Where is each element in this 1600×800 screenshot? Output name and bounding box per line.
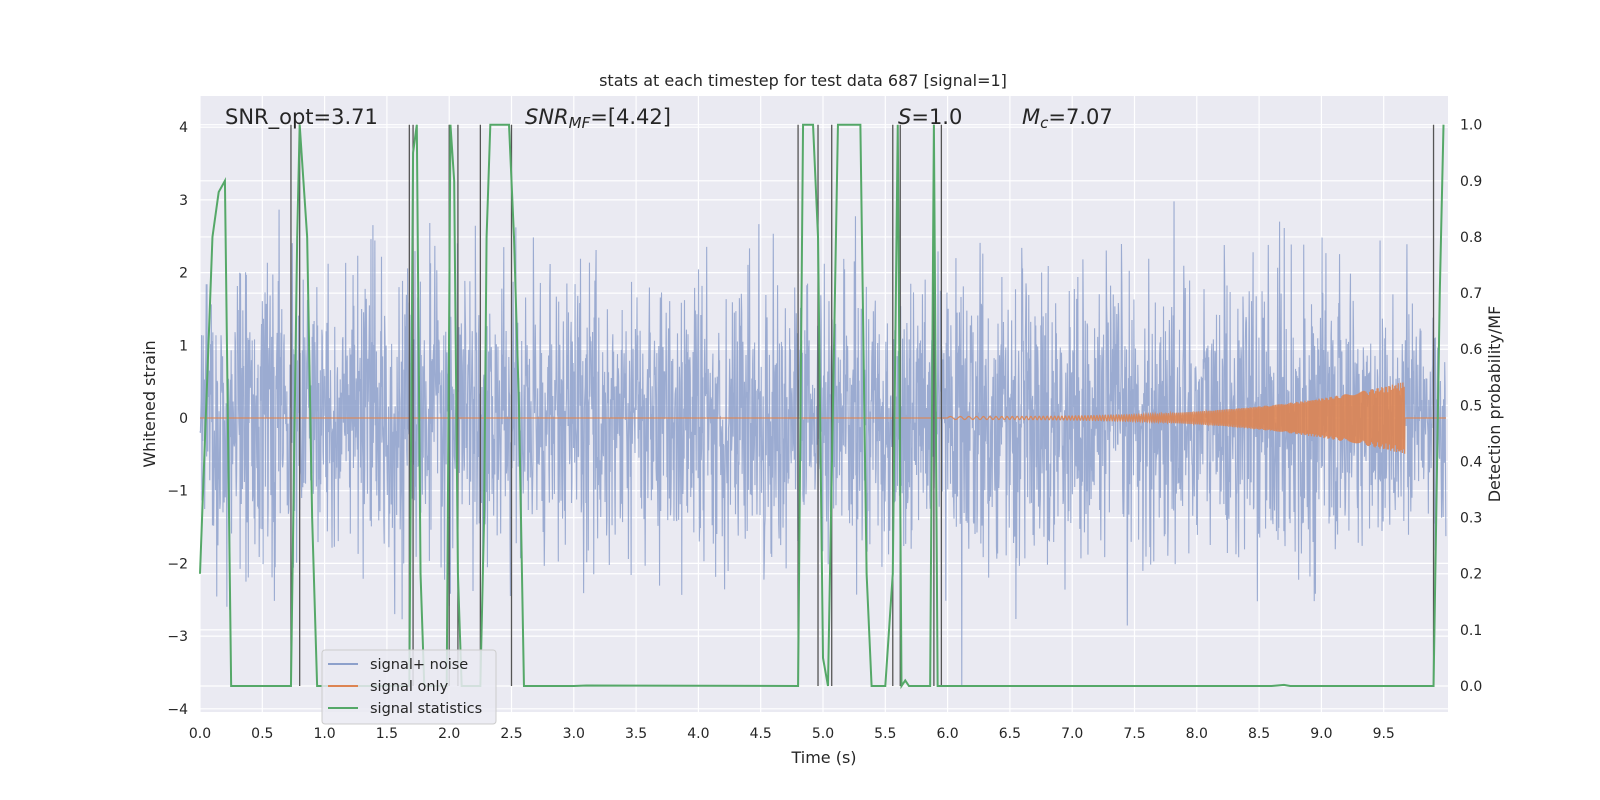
annotation-snr-mf-var: SNR bbox=[525, 105, 569, 129]
y-tick-label-left: −4 bbox=[167, 702, 188, 718]
x-tick-label: 6.0 bbox=[936, 726, 958, 742]
x-tick-label: 5.0 bbox=[812, 726, 834, 742]
annotation-s: S=1.0 bbox=[898, 105, 962, 129]
annotation-snr-opt: SNR_opt=3.71 bbox=[225, 105, 378, 130]
x-tick-label: 5.5 bbox=[874, 726, 896, 742]
right-axis-ticks: 1.0 0.9 0.8 0.7 0.6 0.5 0.4 0.3 0.2 0.1 0.0 bbox=[1460, 118, 1482, 695]
x-tick-label: 6.5 bbox=[999, 726, 1021, 742]
x-tick-label: 8.0 bbox=[1186, 726, 1208, 742]
annotation-mc-val: =7.07 bbox=[1048, 105, 1112, 129]
left-axis-ticks: 4 3 2 1 0 −1 −2 −3 −4 bbox=[167, 120, 188, 718]
x-tick-label: 1.0 bbox=[313, 726, 335, 742]
y-tick-label-left: 1 bbox=[179, 338, 188, 354]
legend: signal+ noise signal only signal statist… bbox=[321, 649, 497, 725]
x-tick-label: 7.0 bbox=[1061, 726, 1083, 742]
y-tick-label-left: −2 bbox=[167, 556, 188, 572]
y-tick-label-left: 4 bbox=[179, 120, 188, 136]
annotation-s-val: =1.0 bbox=[911, 105, 962, 129]
y-tick-label-right: 1.0 bbox=[1460, 118, 1482, 134]
x-tick-label: 4.5 bbox=[750, 726, 772, 742]
series-signal-noise bbox=[199, 201, 1447, 687]
y-tick-label-left: −1 bbox=[167, 484, 188, 500]
series-signal-statistics bbox=[199, 123, 1445, 690]
legend-label-signal-noise: signal+ noise bbox=[370, 657, 468, 673]
y-tick-label-right: 0.1 bbox=[1460, 623, 1482, 639]
legend-label-signal-statistics: signal statistics bbox=[370, 701, 482, 717]
series-signal-only bbox=[200, 382, 1446, 454]
annotation-mc: Mc=7.07 bbox=[1022, 105, 1113, 132]
chart-title: stats at each timestep for test data 687… bbox=[599, 71, 1007, 90]
y-tick-label-right: 0.0 bbox=[1460, 679, 1482, 695]
y-tick-label-right: 0.5 bbox=[1460, 398, 1482, 414]
noise-line bbox=[199, 201, 1447, 687]
y-axis-label-right: Detection probability/MF bbox=[1485, 306, 1504, 503]
y-tick-label-right: 0.4 bbox=[1460, 454, 1482, 470]
x-tick-label: 3.0 bbox=[563, 726, 585, 742]
y-tick-label-right: 0.9 bbox=[1460, 174, 1482, 190]
x-tick-label: 2.5 bbox=[500, 726, 522, 742]
x-tick-label: 9.0 bbox=[1310, 726, 1332, 742]
legend-label-signal-only: signal only bbox=[370, 679, 449, 695]
y-tick-label-left: 2 bbox=[179, 266, 188, 282]
annotation-snr-mf-val: =[4.42] bbox=[590, 105, 671, 129]
legend-box bbox=[321, 649, 497, 725]
y-tick-label-left: 3 bbox=[179, 193, 188, 209]
statistics-line bbox=[199, 123, 1445, 690]
annotation-snr-mf: SNRMF=[4.42] bbox=[525, 105, 671, 132]
y-tick-label-right: 0.3 bbox=[1460, 511, 1482, 527]
x-tick-label: 3.5 bbox=[625, 726, 647, 742]
x-tick-label: 1.5 bbox=[376, 726, 398, 742]
y-axis-label-left: Whitened strain bbox=[140, 340, 159, 467]
annotation-s-var: S bbox=[898, 105, 911, 129]
y-tick-label-right: 0.6 bbox=[1460, 342, 1482, 358]
x-tick-label: 7.5 bbox=[1123, 726, 1145, 742]
y-tick-label-left: 0 bbox=[179, 411, 188, 427]
x-tick-label: 9.5 bbox=[1373, 726, 1395, 742]
annotation-snr-mf-sub: MF bbox=[569, 114, 591, 132]
x-axis-label: Time (s) bbox=[790, 748, 856, 767]
x-tick-label: 0.0 bbox=[189, 726, 211, 742]
annotation-mc-sub: c bbox=[1040, 114, 1049, 132]
y-tick-label-left: −3 bbox=[167, 629, 188, 645]
x-tick-label: 4.0 bbox=[687, 726, 709, 742]
y-tick-label-right: 0.8 bbox=[1460, 230, 1482, 246]
y-tick-label-right: 0.2 bbox=[1460, 567, 1482, 583]
y-tick-label-right: 0.7 bbox=[1460, 286, 1482, 302]
x-tick-label: 8.5 bbox=[1248, 726, 1270, 742]
x-tick-label: 0.5 bbox=[251, 726, 273, 742]
chirp-line bbox=[200, 382, 1446, 454]
x-axis-ticks: 0.0 0.5 1.0 1.5 2.0 2.5 3.0 3.5 4.0 4.5 5.0 5.5 6.0 6… bbox=[189, 726, 1395, 742]
x-tick-label: 2.0 bbox=[438, 726, 460, 742]
annotation-mc-var: M bbox=[1022, 105, 1040, 129]
